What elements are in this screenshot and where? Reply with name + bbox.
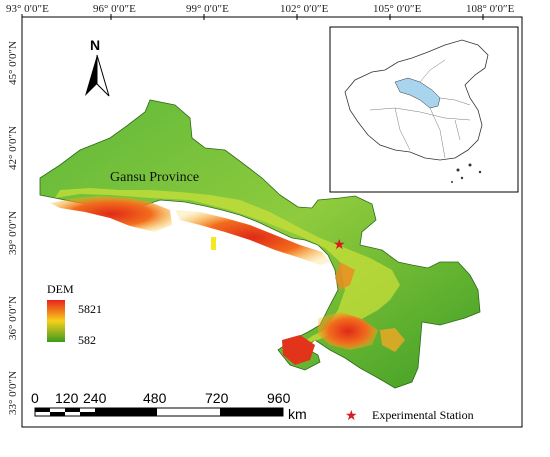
lat-tick-label: 39° 0′0″N	[7, 211, 19, 255]
scale-tick-label: 720	[205, 390, 229, 406]
station-legend-label: Experimental Station	[372, 408, 474, 422]
region-label: Gansu Province	[110, 170, 199, 185]
north-arrow-icon: N	[85, 37, 110, 97]
lon-tick-label: 108° 0′0″E	[466, 3, 515, 15]
scale-unit: km	[288, 406, 307, 422]
lon-tick-label: 93° 0′0″E	[6, 3, 49, 15]
scale-tick-label: 240	[83, 390, 107, 406]
dem-legend: DEM 5821 582	[47, 282, 102, 347]
legend-max: 5821	[78, 302, 102, 316]
legend-gradient	[47, 300, 65, 342]
station-star-icon: ★	[333, 237, 346, 253]
station-legend: ★ Experimental Station	[345, 408, 474, 424]
china-inset-map	[329, 26, 519, 193]
legend-title: DEM	[47, 282, 74, 296]
lat-tick-label: 33° 0′0″N	[7, 371, 19, 415]
marker-bar	[211, 237, 216, 250]
lat-tick-label: 42° 0′0″N	[7, 126, 19, 170]
station-legend-star-icon: ★	[345, 408, 358, 424]
scale-tick-label: 480	[143, 390, 167, 406]
top-ticks	[21, 14, 484, 20]
scale-tick-label: 120	[55, 390, 79, 406]
lon-tick-label: 96° 0′0″E	[93, 3, 136, 15]
scale-tick-label: 960	[267, 390, 291, 406]
lat-tick-label: 36° 0′0″N	[7, 296, 19, 340]
scale-bar: 0 120 240 480 720 960 km	[31, 390, 307, 422]
lon-tick-label: 99° 0′0″E	[186, 3, 229, 15]
gansu-highlight	[394, 77, 441, 109]
china-outline	[344, 39, 489, 161]
lon-tick-label: 102° 0′0″E	[280, 3, 329, 15]
lat-tick-label: 45° 0′0″N	[7, 41, 19, 85]
scale-tick-label: 0	[31, 390, 39, 406]
legend-min: 582	[78, 333, 96, 347]
gansu-province-shape	[39, 99, 481, 389]
north-label: N	[90, 37, 100, 53]
lon-tick-label: 105° 0′0″E	[373, 3, 422, 15]
